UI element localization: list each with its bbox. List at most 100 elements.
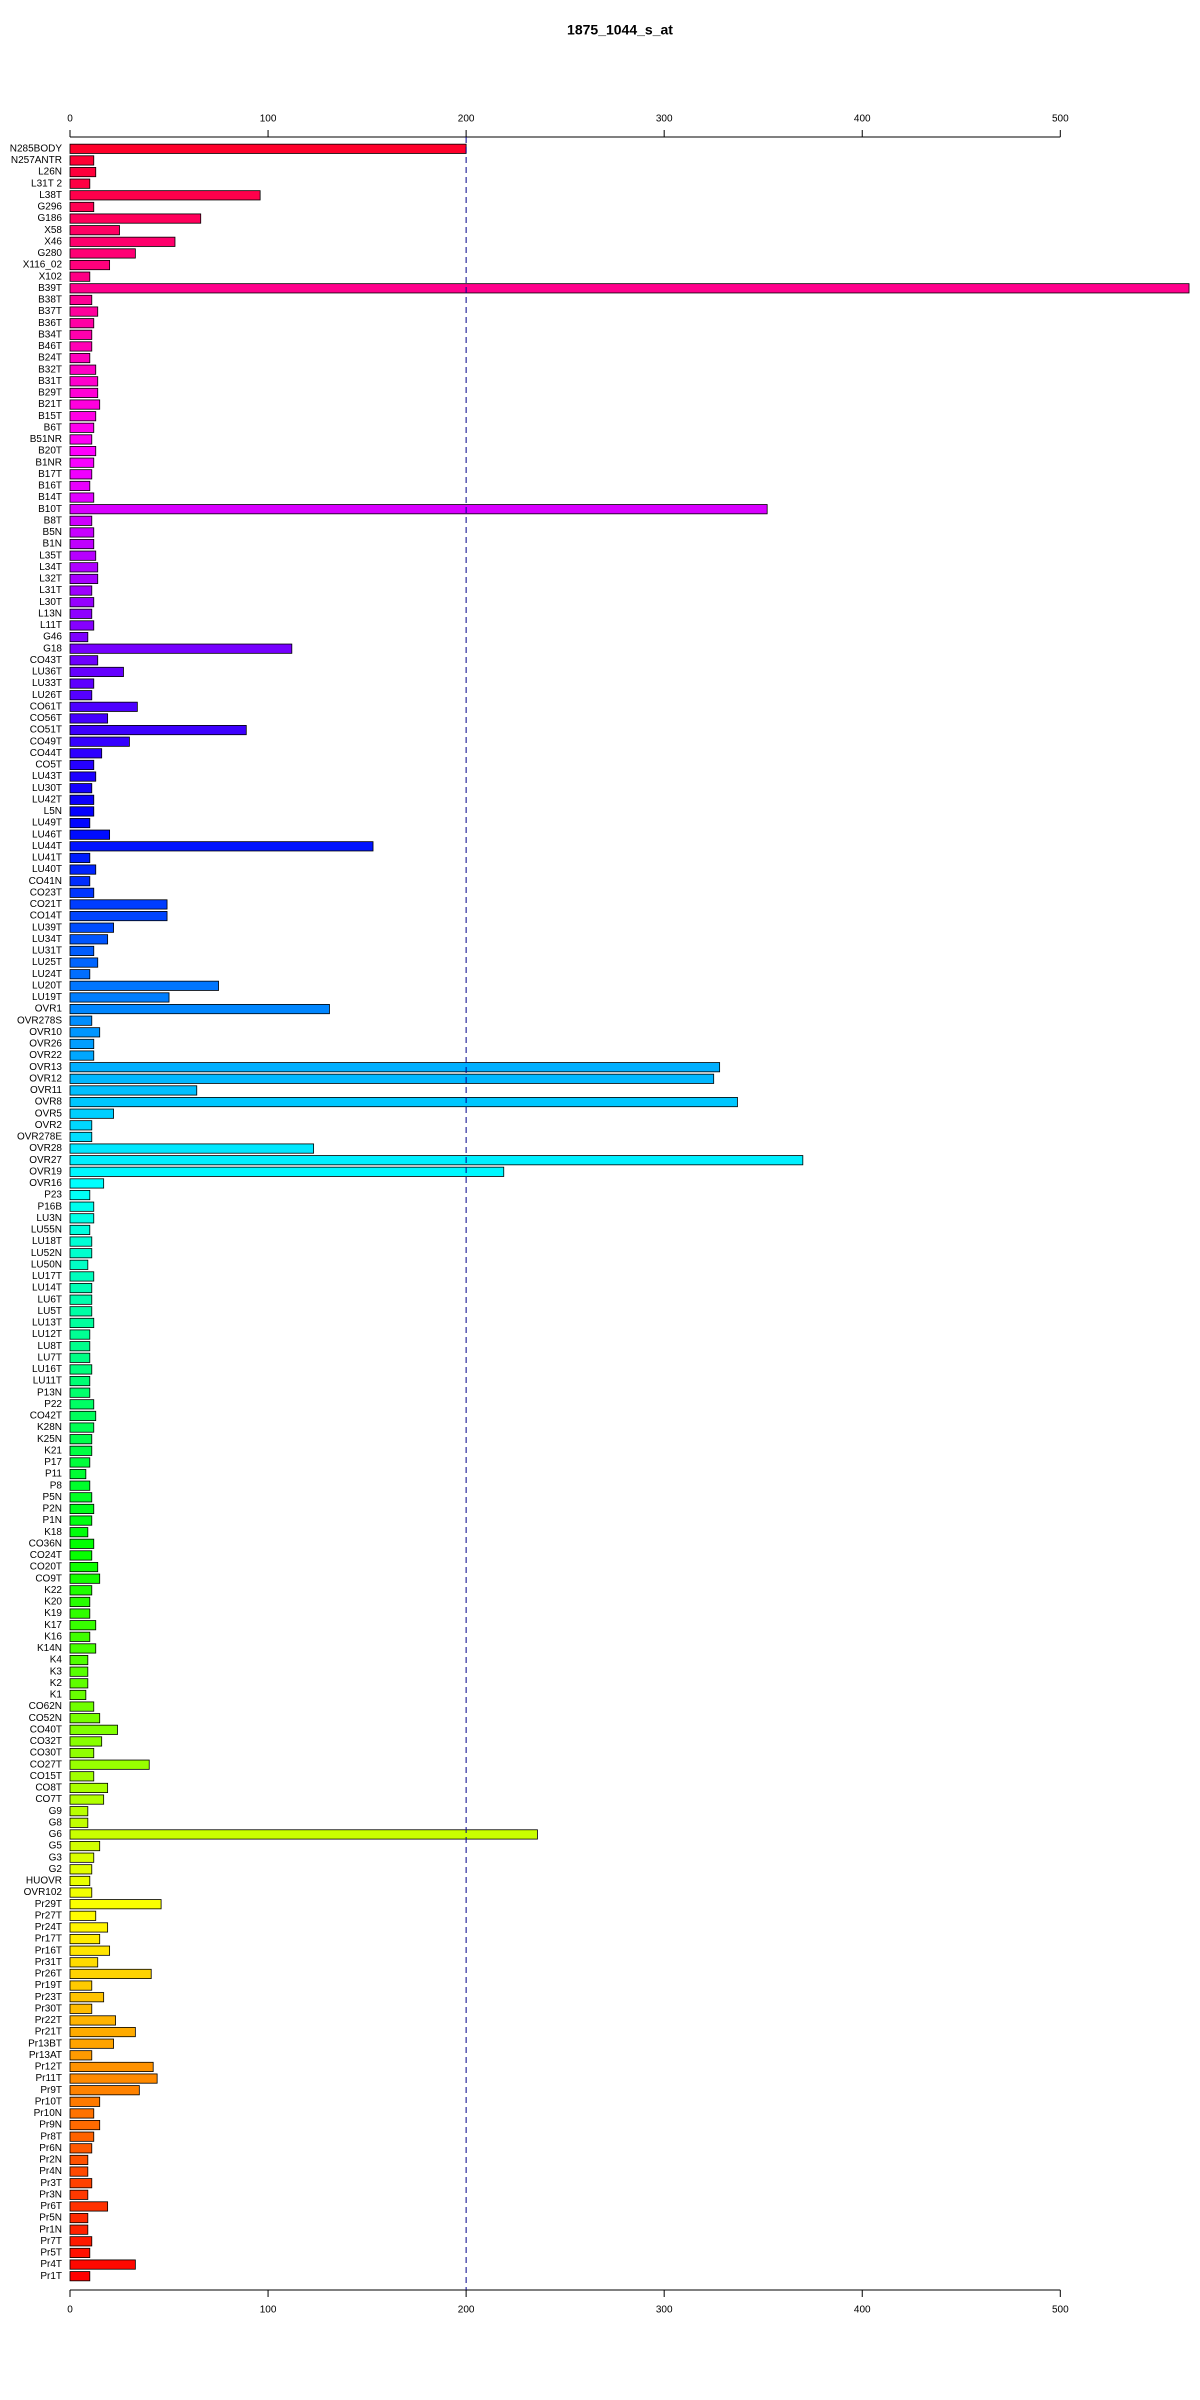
x-tick-label: 300 (656, 2305, 673, 2316)
bar (69, 1480, 91, 1491)
bar (69, 759, 95, 770)
bar (69, 1050, 95, 1061)
bar (69, 1887, 93, 1898)
y-tick-label: Pr31T (35, 1957, 62, 1968)
bar (69, 1806, 89, 1817)
y-tick-label: P22 (44, 1399, 62, 1410)
y-tick-label: L38T (39, 190, 62, 201)
bar (69, 213, 202, 224)
bar (69, 1376, 91, 1387)
bar (69, 1596, 91, 1607)
y-tick-label: CO15T (30, 1771, 62, 1782)
y-tick-label: Pr10T (35, 2096, 62, 2107)
y-tick-label: G8 (49, 1817, 63, 1828)
y-tick-label: L31T 2 (31, 178, 62, 189)
bar (69, 1620, 97, 1631)
y-tick-label: P8 (50, 1480, 63, 1491)
y-tick-label: P11 (45, 1469, 62, 1480)
bar (69, 1352, 91, 1363)
bar (69, 190, 261, 201)
bar (69, 632, 89, 643)
y-tick-label: CO5T (35, 760, 62, 771)
bar (69, 1829, 538, 1840)
bar (69, 1294, 93, 1305)
y-tick-label: LU42T (32, 794, 62, 805)
y-tick-label: P5N (43, 1492, 62, 1503)
bar (69, 666, 124, 677)
y-tick-label: LU25T (32, 957, 62, 968)
bar (69, 701, 138, 712)
y-tick-label: Pr1T (40, 2271, 62, 2282)
bar (69, 1550, 93, 1561)
bar (69, 527, 95, 538)
y-tick-label: B6T (44, 422, 62, 433)
y-tick-label: Pr9N (39, 2120, 62, 2131)
bar (69, 306, 99, 317)
bar (69, 364, 97, 375)
bar (69, 1120, 93, 1131)
bar (69, 818, 91, 829)
y-tick-label: X46 (44, 236, 62, 247)
y-tick-label: Pr13AT (29, 2050, 62, 2061)
y-tick-label: G6 (49, 1829, 63, 1840)
bar (69, 945, 95, 956)
bar (69, 899, 168, 910)
bar (69, 2038, 114, 2049)
x-tick-label: 200 (458, 2305, 475, 2316)
bar (69, 155, 95, 166)
bar (69, 1329, 91, 1340)
bar (69, 411, 97, 422)
bar (69, 446, 97, 457)
bar (69, 1201, 95, 1212)
y-tick-label: OVR8 (35, 1097, 63, 1108)
y-tick-label: K25N (37, 1434, 62, 1445)
bar (69, 980, 219, 991)
y-tick-label: X102 (39, 271, 63, 282)
y-tick-label: L5N (44, 806, 62, 817)
bar (69, 1678, 89, 1689)
y-tick-label: Pr17T (35, 1934, 62, 1945)
y-tick-label: Pr1N (39, 2224, 62, 2235)
y-tick-label: B17T (38, 469, 62, 480)
y-tick-label: Pr27T (35, 1910, 62, 1921)
bar (69, 597, 95, 608)
bar (69, 2003, 93, 2014)
y-tick-label: L30T (39, 597, 62, 608)
bar (69, 2050, 93, 2061)
bar (69, 1236, 93, 1247)
bar (69, 794, 95, 805)
bar (69, 1248, 93, 1259)
bar (69, 294, 93, 305)
y-tick-label: Pr11T (36, 2073, 63, 2084)
bar (69, 1073, 715, 1084)
y-tick-label: LU39T (32, 922, 62, 933)
y-tick-label: P2N (43, 1504, 62, 1515)
x-tick-label: 200 (458, 114, 475, 125)
bar (69, 1341, 91, 1352)
bar (69, 1992, 105, 2003)
bar (69, 1410, 97, 1421)
bar (69, 1306, 93, 1317)
bar (69, 1085, 198, 1096)
y-tick-label: CO44T (30, 748, 62, 759)
bar (69, 1259, 89, 1270)
bar (69, 748, 103, 759)
bar (69, 422, 95, 433)
bar (69, 399, 101, 410)
y-tick-label: Pr3N (39, 2189, 62, 2200)
y-tick-label: LU43T (32, 771, 62, 782)
y-tick-label: Pr9T (40, 2085, 62, 2096)
y-tick-label: OVR278E (17, 1132, 62, 1143)
y-tick-label: G46 (43, 632, 62, 643)
bar (69, 1748, 95, 1759)
bar (69, 1934, 101, 1945)
bar (69, 1178, 105, 1189)
y-tick-label: CO43T (30, 655, 62, 666)
bar (69, 1736, 103, 1747)
y-tick-label: L31T (39, 585, 62, 596)
y-tick-label: LU12T (32, 1329, 62, 1340)
y-tick-label: CO30T (30, 1748, 62, 1759)
bar (69, 260, 111, 271)
